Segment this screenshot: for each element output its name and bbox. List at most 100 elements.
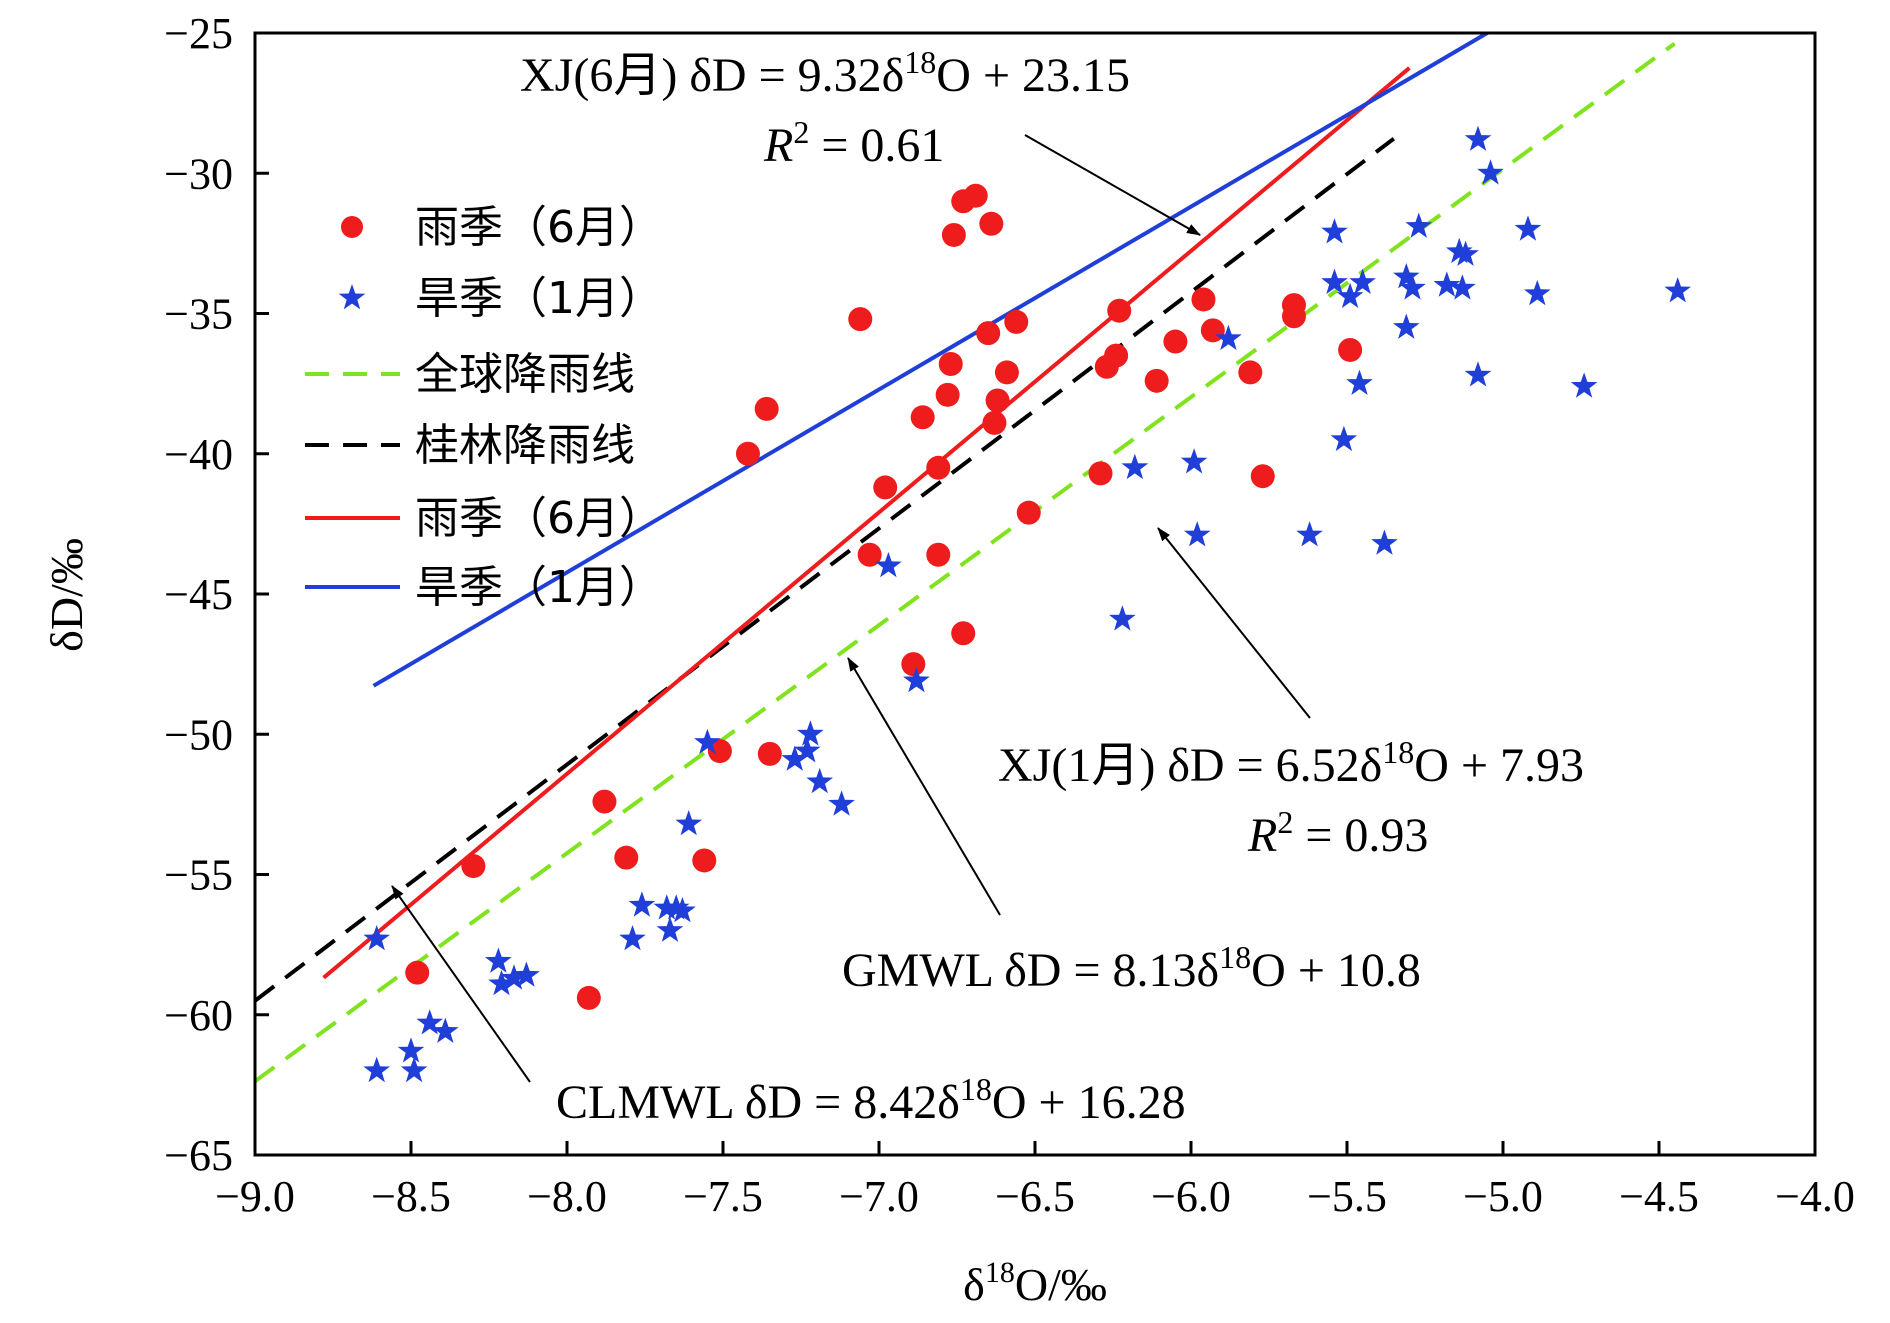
data-points [363,125,1691,1083]
point-rainy [982,410,1007,435]
point-dry [485,947,512,973]
point-dry [513,961,540,987]
point-dry [1215,324,1242,351]
point-rainy [707,739,732,764]
x-tick-label: −7.5 [683,1172,763,1221]
annotation-xj6-r2: R2 = 0.61 [763,114,944,172]
point-rainy [926,455,951,480]
y-tick-label: −35 [164,290,233,339]
point-rainy [979,211,1004,236]
point-dry [1180,448,1208,474]
annotation-clmwl-equation: CLMWL δD = 8.42δ18O + 16.28 [556,1071,1186,1129]
point-rainy [1163,329,1188,354]
legend-label-dry-points: 旱季（1月） [415,273,663,324]
point-dry [1514,215,1542,241]
point-rainy [938,351,963,376]
point-dry [653,894,681,920]
point-rainy [592,789,617,814]
point-rainy [976,321,1001,346]
point-rainy [985,388,1010,413]
point-rainy [735,441,760,466]
point-dry [1393,313,1420,339]
point-dry [669,897,696,923]
legend-label-gmwl: 全球降雨线 [415,349,635,400]
point-dry [619,925,646,951]
point-dry [1452,240,1479,266]
annotation-xj1-r2: R2 = 0.93 [1247,804,1428,862]
x-tick-label: −6.5 [995,1172,1075,1221]
point-dry [628,891,656,917]
x-tick-label: −5.0 [1463,1172,1543,1221]
x-tick-label: −4.0 [1775,1172,1855,1221]
point-rainy [754,396,779,421]
legend-label-rainy-line: 雨季（6月） [415,493,663,544]
point-rainy [1238,360,1263,385]
point-dry [806,767,833,794]
point-rainy [1191,287,1216,312]
arrow-gmwl [847,657,1001,916]
arrow-xj6 [1024,134,1201,236]
point-dry [1399,274,1426,300]
y-tick-label: −60 [164,991,233,1040]
arrow-xj1 [1157,527,1311,719]
point-dry [1464,125,1492,151]
point-dry [675,810,702,836]
annotation-gmwl-equation: GMWL δD = 8.13δ18O + 10.8 [842,939,1421,997]
point-rainy [857,542,882,567]
x-tick-label: −7.0 [839,1172,919,1221]
legend-marker-dry-star [338,284,366,310]
legend-label-rainy-points: 雨季（6月） [415,202,663,253]
point-dry [1477,159,1504,185]
point-rainy [1104,343,1129,368]
point-rainy [461,854,486,879]
point-rainy [757,741,782,766]
line-clmwl [255,137,1396,1003]
x-tick-label: −9.0 [215,1172,295,1221]
y-axis-label: δD/‰ [41,538,92,652]
point-dry [1664,277,1691,303]
x-tick-label: −6.0 [1151,1172,1231,1221]
point-rainy [1250,464,1275,489]
y-tick-label: −55 [164,851,233,900]
legend: 雨季（6月） 旱季（1月） 全球降雨线 桂林降雨线 雨季（6月） 旱季（1月） [305,202,663,613]
point-dry [1336,282,1364,308]
point-dry [1121,453,1149,480]
point-dry [1349,268,1376,294]
point-dry [397,1037,425,1063]
point-rainy [926,542,951,567]
point-dry [1346,369,1373,395]
point-dry [1183,521,1211,547]
point-dry [363,1056,390,1083]
x-tick-label: −8.5 [371,1172,451,1221]
point-rainy [873,475,898,500]
annotation-xj6-equation: XJ(6月) δD = 9.32δ18O + 23.15 [520,44,1130,102]
point-rainy [848,307,873,332]
point-dry [1109,605,1136,631]
point-dry [432,1017,459,1043]
point-rainy [405,960,430,985]
point-rainy [1107,298,1132,323]
legend-label-dry-line: 旱季（1月） [415,562,663,613]
point-rainy [901,652,926,677]
point-dry [875,551,902,578]
point-dry [1321,218,1348,244]
x-tick-label: −4.5 [1619,1172,1699,1221]
point-dry [1433,271,1461,297]
legend-label-clmwl: 桂林降雨线 [415,420,635,471]
point-rainy [951,621,976,646]
y-tick-label: −65 [164,1131,233,1180]
point-dry [488,969,515,996]
point-dry [797,720,824,746]
point-dry [903,667,930,693]
point-dry [1371,529,1398,555]
point-rainy [692,848,717,873]
point-rainy [614,845,639,870]
point-rainy [1281,304,1306,329]
regression-lines [255,33,1676,1083]
point-rainy [1016,500,1041,525]
point-dry [400,1056,428,1083]
y-tick-label: −45 [164,570,233,619]
point-dry [694,728,721,754]
axes [253,31,1817,1157]
